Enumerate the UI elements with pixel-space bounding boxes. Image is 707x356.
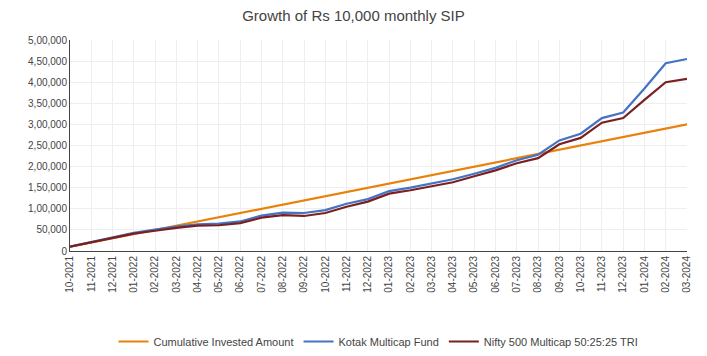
svg-text:03-2023: 03-2023 — [426, 256, 437, 293]
svg-text:Nifty 500 Multicap 50:25:25 TR: Nifty 500 Multicap 50:25:25 TRI — [484, 336, 638, 348]
svg-text:06-2023: 06-2023 — [490, 256, 501, 293]
svg-text:05-2023: 05-2023 — [468, 256, 479, 293]
svg-text:03-2022: 03-2022 — [171, 256, 182, 293]
svg-text:10-2023: 10-2023 — [575, 256, 586, 293]
svg-text:11-2021: 11-2021 — [86, 256, 97, 292]
svg-text:4,00,000: 4,00,000 — [28, 77, 67, 88]
svg-text:2,00,000: 2,00,000 — [28, 161, 67, 172]
svg-text:10-2022: 10-2022 — [320, 256, 331, 293]
svg-text:Cumulative Invested Amount: Cumulative Invested Amount — [154, 336, 294, 348]
svg-text:5,00,000: 5,00,000 — [28, 35, 67, 46]
svg-text:02-2022: 02-2022 — [149, 256, 160, 293]
svg-text:3,00,000: 3,00,000 — [28, 119, 67, 130]
svg-text:09-2023: 09-2023 — [554, 256, 565, 293]
svg-text:12-2023: 12-2023 — [617, 256, 628, 293]
svg-text:4,50,000: 4,50,000 — [28, 56, 67, 67]
svg-text:02-2023: 02-2023 — [405, 256, 416, 293]
svg-text:01-2022: 01-2022 — [128, 256, 139, 293]
svg-text:01-2023: 01-2023 — [383, 256, 394, 293]
svg-text:12-2021: 12-2021 — [107, 256, 118, 293]
svg-text:11-2023: 11-2023 — [596, 256, 607, 292]
svg-text:Kotak Multicap Fund: Kotak Multicap Fund — [339, 336, 439, 348]
svg-text:07-2022: 07-2022 — [256, 256, 267, 293]
svg-text:50,000: 50,000 — [36, 224, 67, 235]
svg-text:08-2023: 08-2023 — [532, 256, 543, 293]
svg-text:12-2022: 12-2022 — [362, 256, 373, 293]
svg-text:04-2022: 04-2022 — [192, 256, 203, 293]
svg-text:07-2023: 07-2023 — [511, 256, 522, 293]
svg-text:04-2023: 04-2023 — [447, 256, 458, 293]
svg-text:03-2024: 03-2024 — [681, 256, 692, 293]
svg-text:01-2024: 01-2024 — [639, 256, 650, 293]
svg-text:1,00,000: 1,00,000 — [28, 203, 67, 214]
svg-text:3,50,000: 3,50,000 — [28, 98, 67, 109]
svg-text:05-2022: 05-2022 — [213, 256, 224, 293]
svg-text:Growth of Rs 10,000 monthly SI: Growth of Rs 10,000 monthly SIP — [242, 7, 465, 24]
svg-text:11-2022: 11-2022 — [341, 256, 352, 292]
svg-text:06-2022: 06-2022 — [234, 256, 245, 293]
svg-text:08-2022: 08-2022 — [277, 256, 288, 293]
svg-text:02-2024: 02-2024 — [660, 256, 671, 293]
svg-text:1,50,000: 1,50,000 — [28, 182, 67, 193]
svg-text:10-2021: 10-2021 — [64, 256, 75, 293]
svg-text:2,50,000: 2,50,000 — [28, 140, 67, 151]
svg-text:0: 0 — [61, 246, 67, 257]
svg-text:09-2022: 09-2022 — [298, 256, 309, 293]
